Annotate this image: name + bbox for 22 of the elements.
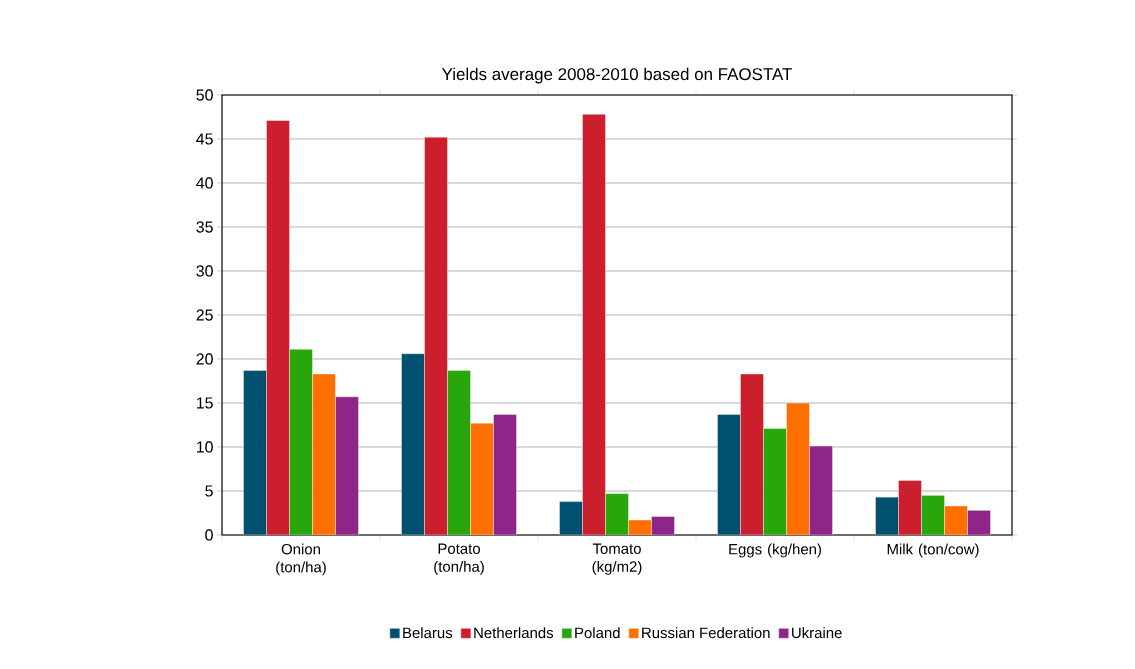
x-tick-label: Tomato (kg/m2) <box>592 543 642 575</box>
x-tick-label: Onion (ton/ha) <box>276 543 326 576</box>
y-tick-label: 20 <box>196 353 213 365</box>
y-tick-label: 35 <box>196 221 213 233</box>
y-tick-label: 40 <box>196 177 213 189</box>
y-tick-label: 5 <box>205 485 213 497</box>
legend-label: Russian Federation <box>642 627 770 639</box>
legend-label: Ukraine <box>792 627 842 639</box>
x-tick-label: Potato (ton/ha) <box>434 543 484 575</box>
y-tick-label: 15 <box>196 397 213 409</box>
x-tick-label: Milk (ton/cow) <box>887 543 979 558</box>
y-tick-label: 25 <box>196 309 213 321</box>
legend-label: Netherlands <box>474 627 554 639</box>
chart-title: Yields average 2008-2010 based on FAOSTAT <box>441 67 792 84</box>
legend-label: Poland <box>575 627 620 639</box>
y-tick-label: 45 <box>196 133 213 145</box>
y-tick-label: 10 <box>196 441 213 453</box>
x-tick-label: Eggs (kg/hen) <box>729 543 821 558</box>
legend-label: Belarus <box>403 627 453 639</box>
y-tick-label: 30 <box>196 265 213 277</box>
y-tick-label: 50 <box>196 89 213 101</box>
y-tick-label: 0 <box>205 529 213 541</box>
